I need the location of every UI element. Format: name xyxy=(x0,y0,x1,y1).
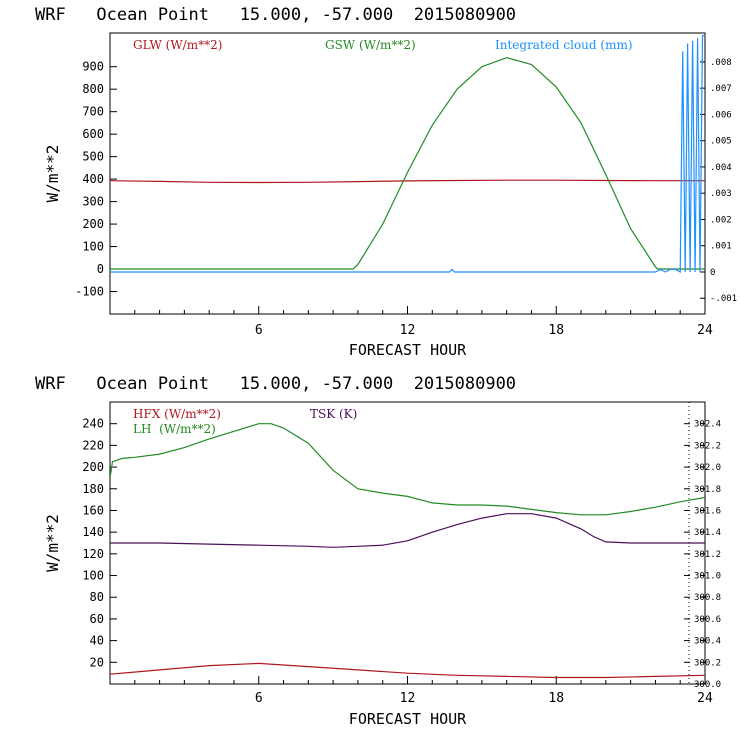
y2-tick-label: 0 xyxy=(710,268,715,278)
x-axis-label: FORECAST HOUR xyxy=(349,710,467,728)
y2-tick-label: .002 xyxy=(710,215,732,225)
legend-entry-2: GSW (W/m**2) xyxy=(325,38,416,52)
y2-tick-label: 300.4 xyxy=(694,637,721,647)
y2-tick-label: 302.0 xyxy=(694,463,721,473)
y2-tick-label: .008 xyxy=(710,58,732,68)
y-tick-label: 40 xyxy=(90,634,104,648)
y-tick-label: 200 xyxy=(82,460,104,474)
x-tick-label: 6 xyxy=(255,691,263,706)
x-tick-label: 6 xyxy=(255,323,263,338)
y-tick-label: -100 xyxy=(75,285,104,299)
series-line-2 xyxy=(110,423,705,516)
y2-tick-label: 301.8 xyxy=(694,485,721,495)
legend-entry-3: Integrated cloud (mm) xyxy=(495,38,633,52)
y2-tick-label: -.001 xyxy=(710,294,737,304)
legend-entry-2: LH (W/m**2) xyxy=(133,422,216,436)
y-tick-label: 500 xyxy=(82,150,104,164)
y-tick-label: 100 xyxy=(82,240,104,254)
y-tick-label: 100 xyxy=(82,569,104,583)
y-tick-label: 20 xyxy=(90,655,104,669)
y-tick-label: 120 xyxy=(82,547,104,561)
series-line-3 xyxy=(110,513,705,548)
y-tick-label: 700 xyxy=(82,105,104,119)
legend-entry-1: HFX (W/m**2) xyxy=(133,407,221,421)
y2-tick-label: 301.0 xyxy=(694,572,721,582)
y2-tick-label: 300.8 xyxy=(694,593,721,603)
plot-frame xyxy=(109,401,706,685)
y-tick-label: 900 xyxy=(82,60,104,74)
chart-title: WRF Ocean Point 15.000, -57.000 20150809… xyxy=(35,5,516,25)
y2-tick-label: 300.6 xyxy=(694,615,721,625)
series-line-3 xyxy=(110,34,705,273)
y-tick-label: 140 xyxy=(82,525,104,539)
x-tick-label: 18 xyxy=(548,691,564,706)
chart-panel-2: WRF Ocean Point 15.000, -57.000 20150809… xyxy=(35,374,721,728)
x-tick-label: 12 xyxy=(400,323,416,338)
y-tick-label: 400 xyxy=(82,172,104,186)
y2-tick-label: 301.6 xyxy=(694,506,721,516)
y2-tick-label: 301.2 xyxy=(694,550,721,560)
chart-title: WRF Ocean Point 15.000, -57.000 20150809… xyxy=(35,374,516,394)
y-tick-label: 600 xyxy=(82,127,104,141)
y2-tick-label: .001 xyxy=(710,242,732,252)
x-axis-label: FORECAST HOUR xyxy=(349,341,467,359)
y2-tick-label: .005 xyxy=(710,137,732,147)
x-tick-label: 24 xyxy=(697,691,713,706)
y2-tick-label: .004 xyxy=(710,163,732,173)
y-axis-label: W/m**2 xyxy=(43,145,62,203)
y-axis-label: W/m**2 xyxy=(43,514,62,572)
y-tick-label: 60 xyxy=(90,612,104,626)
chart-panel-1: WRF Ocean Point 15.000, -57.000 20150809… xyxy=(35,5,737,359)
y-tick-label: 180 xyxy=(82,482,104,496)
legend-entry-3: TSK (K) xyxy=(310,407,357,421)
y-tick-label: 800 xyxy=(82,82,104,96)
series-line-1 xyxy=(110,179,705,184)
x-tick-label: 12 xyxy=(400,691,416,706)
y-tick-label: 200 xyxy=(82,217,104,231)
x-tick-label: 18 xyxy=(548,323,564,338)
legend-entry-1: GLW (W/m**2) xyxy=(133,38,222,52)
series-line-1 xyxy=(110,662,705,679)
y2-tick-label: 302.2 xyxy=(694,441,721,451)
y-tick-label: 220 xyxy=(82,438,104,452)
y2-tick-label: 302.4 xyxy=(694,420,721,430)
y-tick-label: 0 xyxy=(97,262,104,276)
y2-tick-label: 300.0 xyxy=(694,680,721,690)
y-tick-label: 300 xyxy=(82,195,104,209)
y-tick-label: 160 xyxy=(82,503,104,517)
y-tick-label: 240 xyxy=(82,417,104,431)
y2-tick-label: .003 xyxy=(710,189,732,199)
x-tick-label: 24 xyxy=(697,323,713,338)
series-line-2 xyxy=(110,57,705,270)
y2-tick-label: .006 xyxy=(710,110,732,120)
y2-tick-label: 301.4 xyxy=(694,528,721,538)
y2-tick-label: 300.2 xyxy=(694,658,721,668)
y-tick-label: 80 xyxy=(90,590,104,604)
y2-tick-label: .007 xyxy=(710,84,732,94)
